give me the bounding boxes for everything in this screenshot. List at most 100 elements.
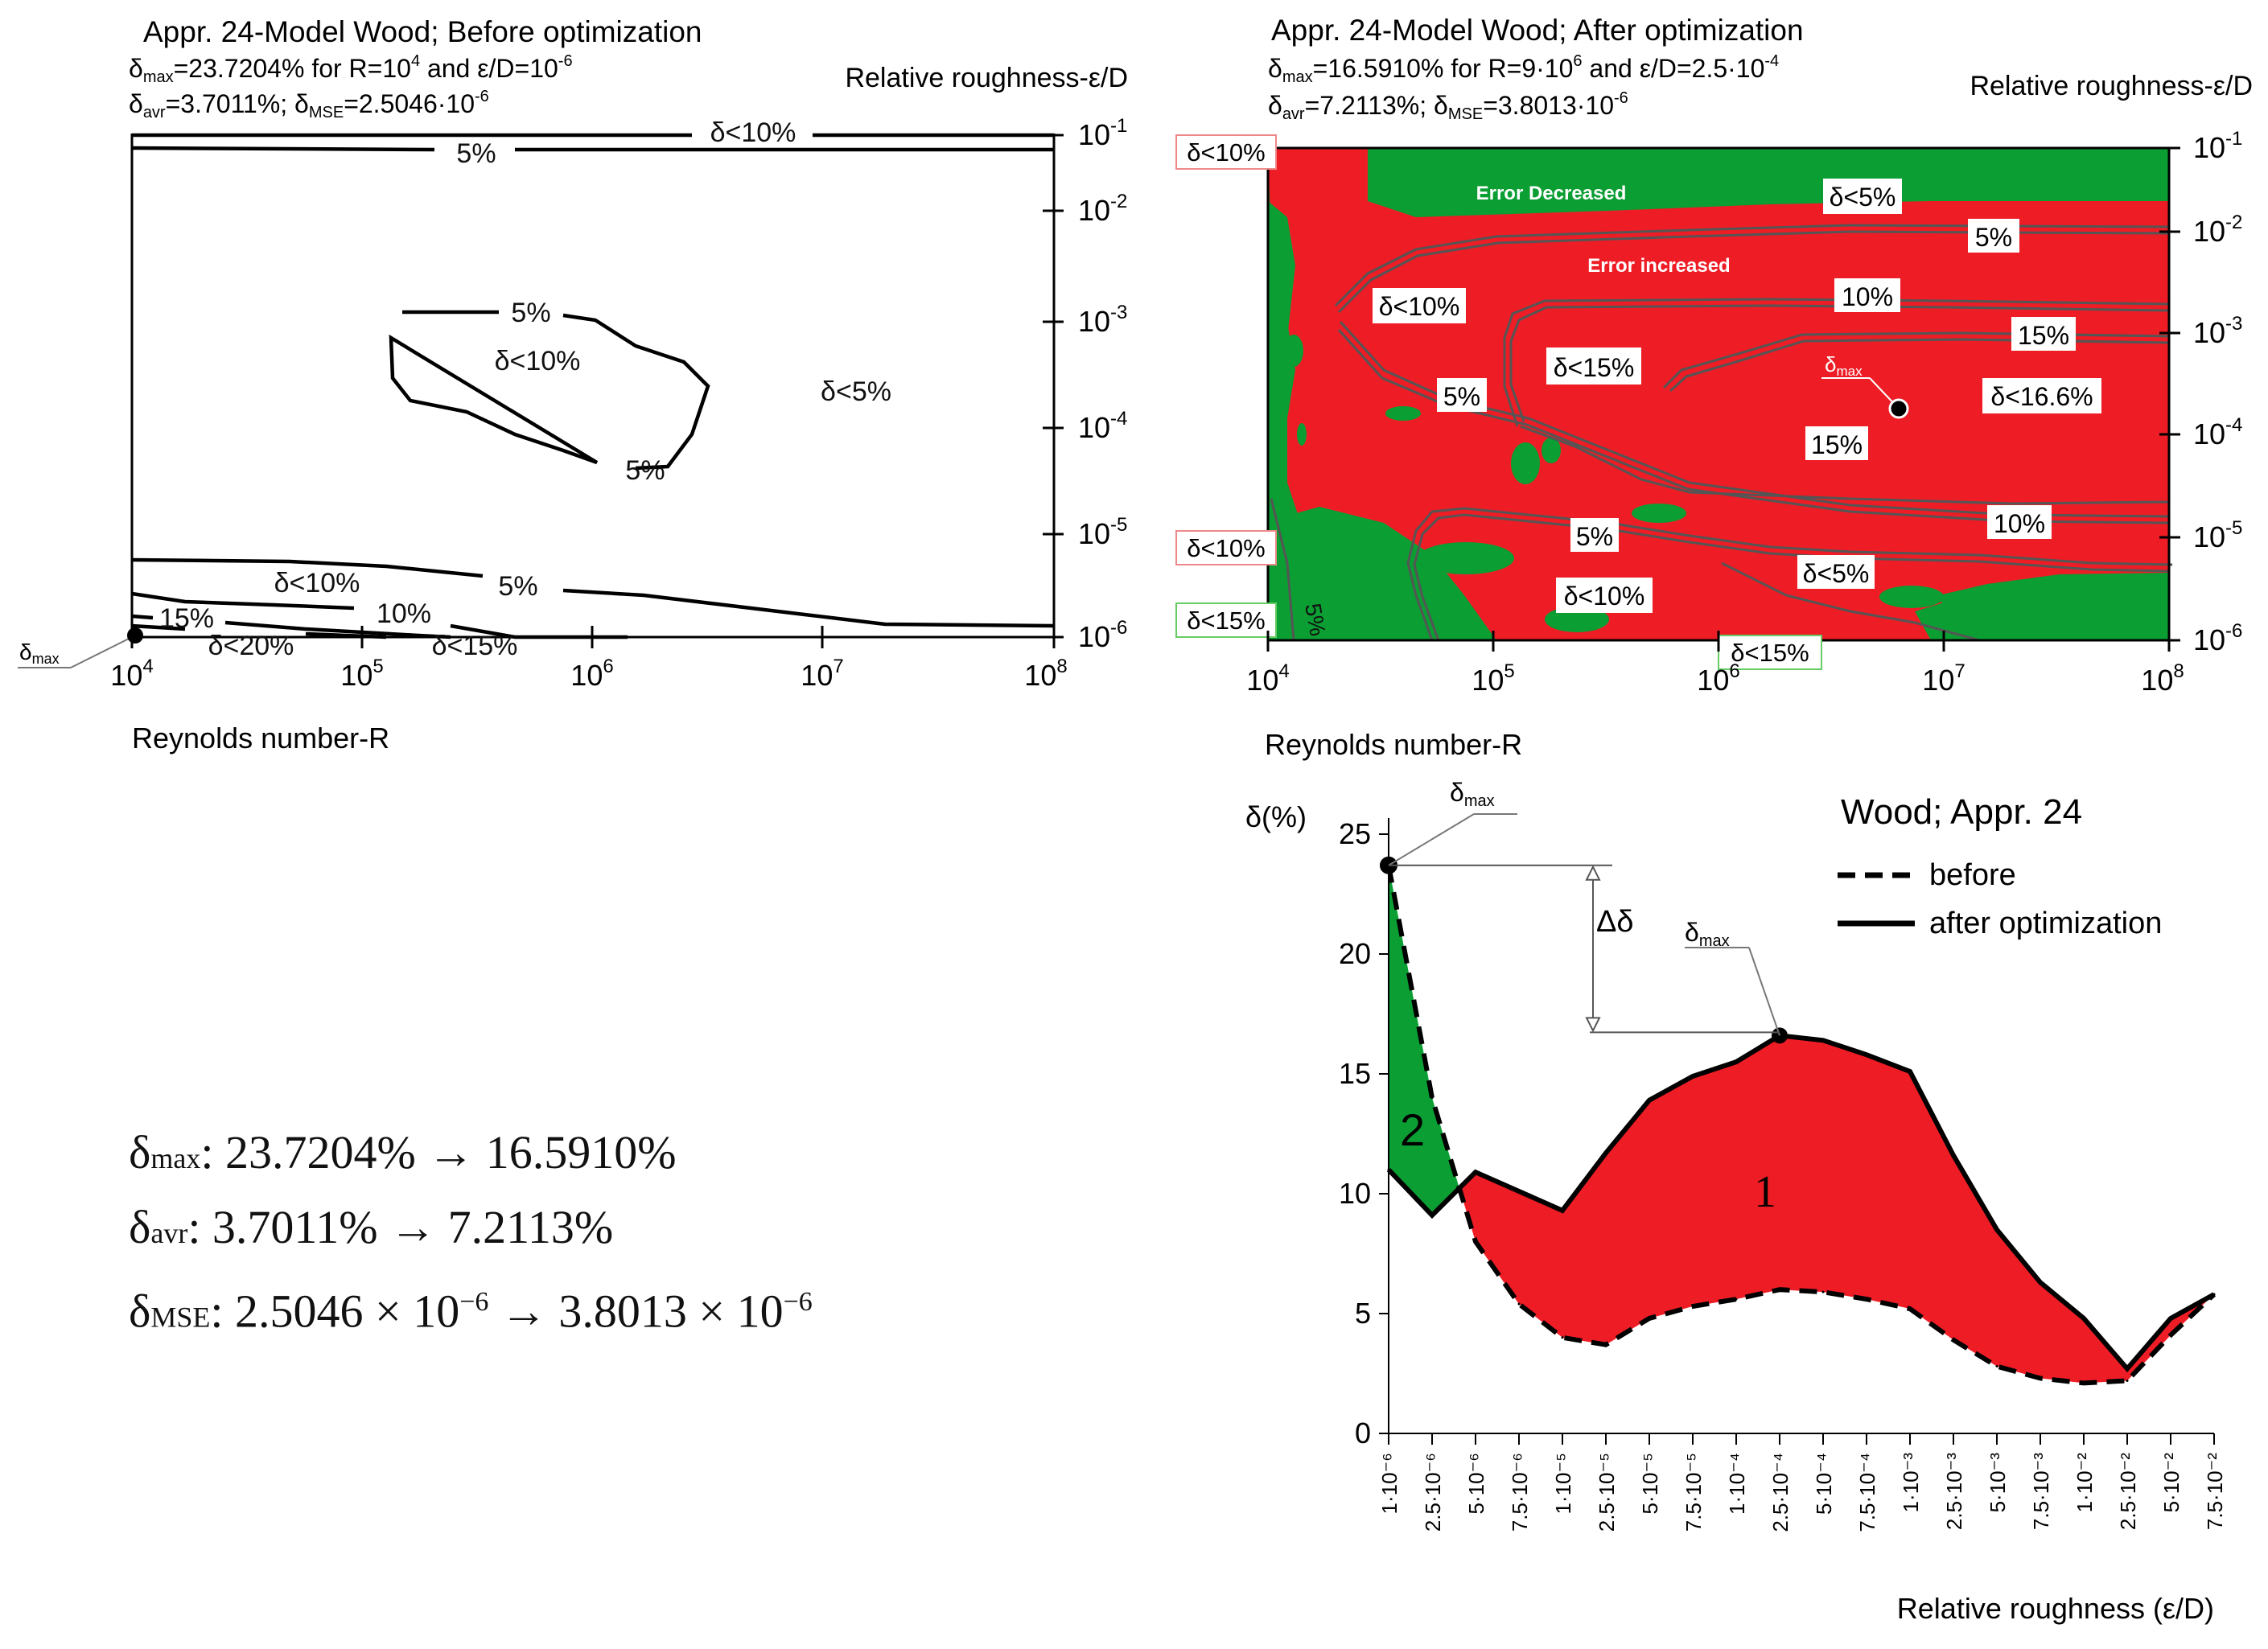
after-point-7: [1691, 1075, 1694, 1078]
svg-text:108: 108: [2141, 660, 2184, 697]
y-tick-before-3: 10-4: [1043, 408, 1127, 444]
contour-10-lower: [1406, 507, 2173, 641]
after-point-19: [2212, 1293, 2216, 1296]
contour-15-diagonal: [1520, 425, 2170, 505]
label-d5: δ<5%: [821, 376, 891, 407]
box-d16-6: δ<16.6%: [1982, 378, 2101, 413]
svg-text:10%: 10%: [1842, 282, 1893, 311]
svg-text:106: 106: [1697, 660, 1739, 697]
x-axis-title-before: Reynolds number-R: [132, 722, 389, 755]
edge-labels-after: δ<10% δ<10% δ<15% δ<15%: [1175, 134, 1822, 670]
after-point-0: [1387, 1168, 1390, 1171]
svg-text:δ<10%: δ<10%: [1564, 582, 1645, 611]
contour-5-upper: [1334, 224, 2170, 307]
label-island-d10: δ<10%: [495, 346, 581, 376]
after-point-13: [1952, 1153, 1955, 1157]
svg-text:106: 106: [570, 656, 613, 692]
contour-15-upper-b: [1669, 338, 2170, 393]
before-point-18: [2169, 1334, 2172, 1337]
y-tick-after-0: 10-1: [2159, 128, 2242, 164]
before-point-5: [1604, 1343, 1607, 1347]
x-tick-label-18: 5·10⁻²: [2159, 1453, 2184, 1513]
contour-plot-before: Appr. 24-Model Wood; Before optimization…: [18, 15, 1128, 755]
box-5-mid: 5%: [1437, 378, 1487, 412]
x-tick-label-10: 5·10⁻⁴: [1812, 1453, 1836, 1515]
x-tick-label-8: 1·10⁻⁴: [1725, 1453, 1749, 1515]
before-point-14: [1995, 1365, 1998, 1368]
label-top-d10: δ<10%: [710, 117, 796, 148]
svg-text:10-5: 10-5: [1078, 514, 1127, 550]
svg-text:15%: 15%: [1811, 430, 1863, 459]
contour-plot-after: Appr. 24-Model Wood; After optimization …: [1175, 14, 2253, 761]
label-error-decreased: Error Decreased: [1476, 183, 1627, 204]
after-point-1: [1430, 1214, 1434, 1217]
svg-text:104: 104: [110, 656, 153, 692]
contour-10-upper: [1503, 298, 2170, 427]
contour-15-upper: [1662, 331, 2170, 389]
x-tick-label-17: 2.5·10⁻²: [2116, 1453, 2140, 1530]
plot-title-after: Appr. 24-Model Wood; After optimization: [1271, 14, 1804, 47]
box-d10-low: δ<10%: [1556, 578, 1653, 613]
svg-text:105: 105: [340, 656, 383, 692]
label-bottom-5: 5%: [498, 571, 537, 602]
label-15: 15%: [159, 603, 214, 634]
y-tick-label-5: 25: [1339, 817, 1371, 850]
svg-text:10-6: 10-6: [1078, 617, 1127, 653]
edge-d10-mid: δ<10%: [1175, 530, 1277, 565]
island-small-7: [1418, 542, 1514, 574]
summary-line-mse: δMSE: 2.5046 × 10−6 → 3.8013 × 10−6: [129, 1285, 813, 1338]
svg-text:10-2: 10-2: [1078, 191, 1127, 227]
x-axis-before: 104 105 106 107 108: [110, 626, 1068, 692]
x-tick-after-0: 104: [1246, 631, 1290, 697]
x-tick-label-14: 5·10⁻³: [1986, 1453, 2010, 1513]
label-10: 10%: [377, 598, 431, 629]
y-tick-after-3: 10-4: [2159, 414, 2242, 450]
before-point-2: [1474, 1240, 1477, 1244]
svg-text:10-4: 10-4: [1078, 408, 1127, 444]
contour-5-top-before: [131, 146, 1054, 152]
y-tick-after-5: 10-6: [2159, 620, 2242, 656]
box-5-top: 5%: [1968, 219, 2019, 253]
x-axis-title: Relative roughness (ε/D): [1897, 1592, 2214, 1625]
dmax-line-before: δmax=23.7204% for R=104 and ε/D=10-6: [129, 52, 573, 86]
delta-arrow-head-bottom: [1585, 1017, 1601, 1033]
x-tick-before-3: 107: [801, 626, 844, 692]
label-island-5a: 5%: [511, 298, 550, 328]
box-d15-center: δ<15%: [1546, 347, 1641, 384]
x-tick-label-6: 5·10⁻⁵: [1638, 1453, 1662, 1515]
island-small-2: [1297, 423, 1307, 446]
after-point-10: [1821, 1038, 1825, 1042]
after-point-5: [1604, 1151, 1607, 1154]
svg-text:10-1: 10-1: [2193, 128, 2242, 164]
x-tick-before-1: 105: [340, 626, 384, 692]
after-point-18: [2169, 1317, 2172, 1320]
before-point-17: [2126, 1379, 2129, 1382]
y-axis-title-after: Relative roughness-ε/D: [1970, 71, 2253, 101]
svg-text:5%: 5%: [1443, 382, 1480, 411]
after-point-14: [1995, 1228, 1998, 1232]
y-tick-before-2: 10-3: [1043, 302, 1127, 338]
svg-text:10-3: 10-3: [2193, 313, 2242, 349]
region-label-2: 2: [1400, 1104, 1425, 1155]
delta-label: Δδ: [1596, 905, 1634, 939]
after-point-12: [1908, 1070, 1912, 1073]
dmax-marker-after: [1888, 398, 1909, 419]
x-tick-label-0: 1·10⁻⁶: [1377, 1453, 1402, 1514]
label-bottom-d10: δ<10%: [274, 568, 360, 598]
x-tick-label-3: 7.5·10⁻⁶: [1508, 1453, 1532, 1532]
svg-text:δ<16.6%: δ<16.6%: [1990, 382, 2093, 411]
before-point-11: [1865, 1297, 1868, 1301]
x-tick-label-5: 2.5·10⁻⁵: [1595, 1453, 1619, 1532]
davr-line-before: δavr=3.7011%; δMSE=2.5046·10-6: [129, 88, 489, 121]
box-10-mid: 10%: [1987, 505, 2052, 539]
x-tick-before-4: 108: [1024, 626, 1068, 692]
y-tick-label-1: 5: [1355, 1297, 1371, 1330]
y-tick-label-2: 10: [1339, 1177, 1371, 1210]
before-point-3: [1517, 1302, 1521, 1306]
contour-10-upper-b: [1509, 304, 2170, 422]
x-tick-label-16: 1·10⁻²: [2072, 1453, 2097, 1513]
dmax-label-1: δmax: [1450, 778, 1495, 810]
before-point-8: [1735, 1297, 1738, 1301]
dmax-leader-before: [70, 635, 136, 668]
dmax-label-before: δmax: [19, 639, 60, 667]
